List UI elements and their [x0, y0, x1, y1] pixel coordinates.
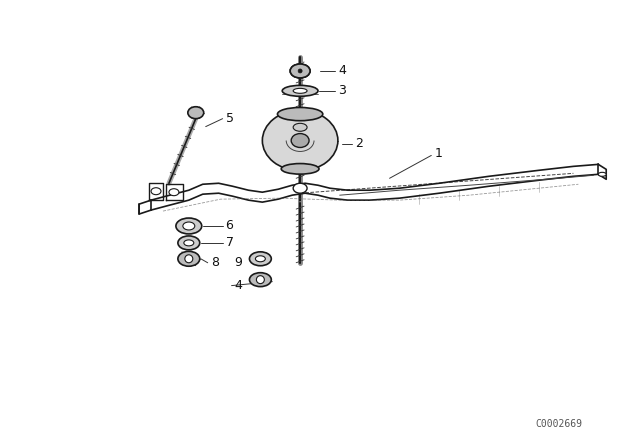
Ellipse shape: [183, 222, 195, 230]
Ellipse shape: [290, 64, 310, 78]
Ellipse shape: [282, 86, 318, 96]
Ellipse shape: [278, 108, 323, 121]
Ellipse shape: [262, 110, 338, 171]
Circle shape: [298, 69, 302, 73]
Ellipse shape: [598, 172, 606, 177]
Ellipse shape: [290, 64, 310, 78]
Text: 3: 3: [338, 84, 346, 97]
Ellipse shape: [184, 240, 194, 246]
Ellipse shape: [178, 251, 200, 266]
Text: 6: 6: [225, 220, 234, 233]
Text: 4: 4: [234, 279, 243, 292]
Circle shape: [257, 276, 264, 284]
Ellipse shape: [151, 188, 161, 195]
Text: 2: 2: [355, 137, 363, 150]
Ellipse shape: [291, 134, 309, 147]
Ellipse shape: [293, 88, 307, 93]
Ellipse shape: [188, 107, 204, 119]
Ellipse shape: [250, 273, 271, 287]
Text: 1: 1: [435, 147, 442, 160]
Text: 8: 8: [211, 256, 219, 269]
Text: 4: 4: [338, 65, 346, 78]
Ellipse shape: [178, 236, 200, 250]
Text: 5: 5: [225, 112, 234, 125]
Ellipse shape: [293, 123, 307, 131]
Text: 9: 9: [234, 256, 243, 269]
Ellipse shape: [281, 164, 319, 174]
Ellipse shape: [293, 183, 307, 193]
Ellipse shape: [176, 218, 202, 234]
Ellipse shape: [250, 252, 271, 266]
Text: C0002669: C0002669: [535, 419, 582, 429]
Ellipse shape: [169, 189, 179, 196]
Text: 7: 7: [225, 237, 234, 250]
Ellipse shape: [255, 256, 266, 262]
Circle shape: [185, 255, 193, 263]
